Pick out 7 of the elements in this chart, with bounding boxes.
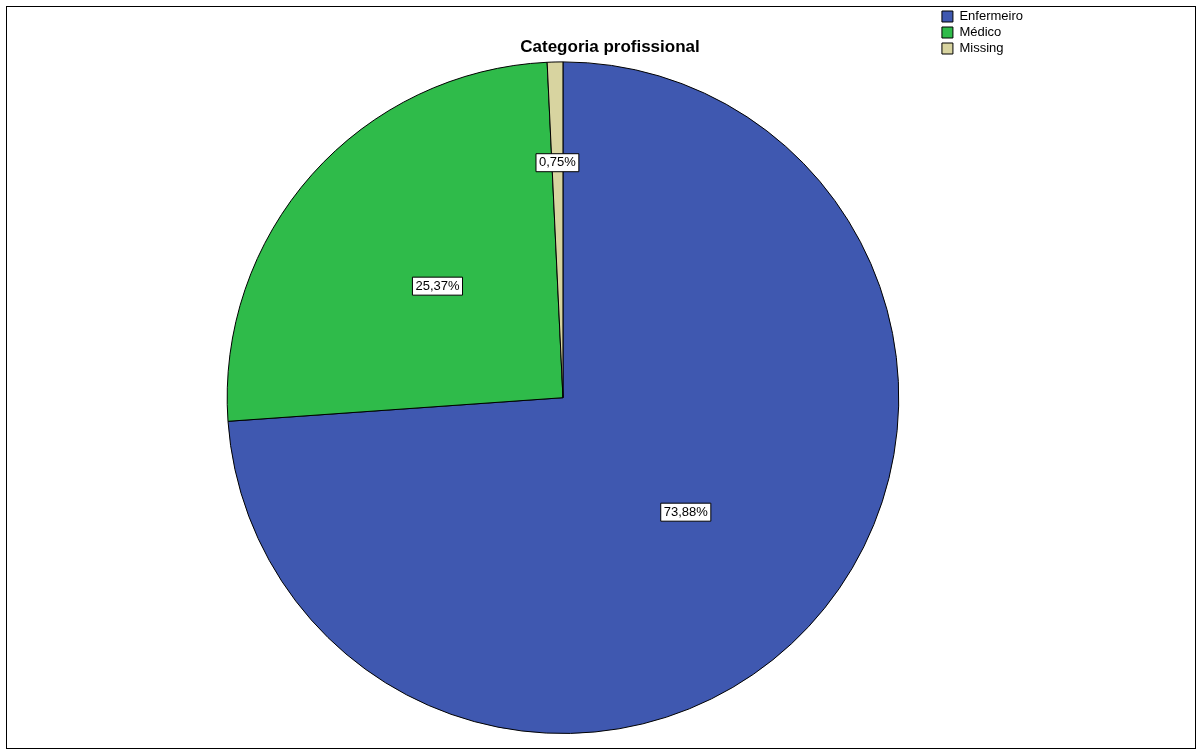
data-label: 73,88%	[663, 503, 709, 519]
legend-label: Enfermeiro	[959, 8, 1023, 24]
text: Categoria profissional	[520, 36, 700, 56]
data-label: 0,75%	[538, 154, 577, 170]
legend-label: Médico	[959, 24, 1002, 40]
legend-label: Missing	[959, 40, 1004, 56]
data-label: 25,37%	[415, 277, 460, 293]
